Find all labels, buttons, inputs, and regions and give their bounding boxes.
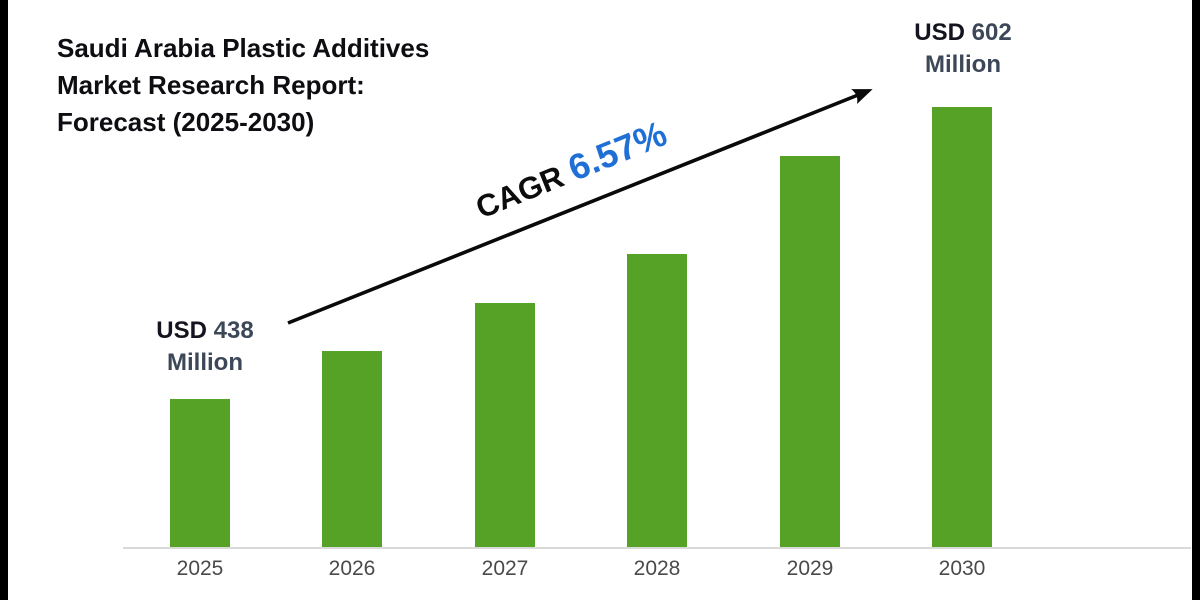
end-value-unit: Million xyxy=(925,51,1001,78)
start-value-unit: Million xyxy=(167,349,243,376)
x-axis-line xyxy=(123,547,1191,549)
start-value-prefix: USD xyxy=(156,317,207,344)
end-value-prefix: USD xyxy=(914,19,965,46)
bar-2028 xyxy=(627,254,687,547)
chart-title: Saudi Arabia Plastic Additives Market Re… xyxy=(57,30,517,141)
cagr-value: 6.57% xyxy=(562,112,673,189)
end-value-number: 602 xyxy=(971,19,1012,46)
bar-2029 xyxy=(780,156,840,547)
start-value-number: 438 xyxy=(213,317,254,344)
left-edge-bar xyxy=(0,0,8,600)
end-value-line: USD 602 xyxy=(914,19,1011,46)
start-value-label: USD 438 Million xyxy=(120,315,290,379)
x-axis-label-2026: 2026 xyxy=(328,557,376,580)
x-axis-label-2027: 2027 xyxy=(481,557,529,580)
chart-title-line-1: Saudi Arabia Plastic Additives xyxy=(57,33,430,63)
cagr-word: CAGR xyxy=(470,158,569,226)
end-value-label: USD 602 Million xyxy=(878,17,1048,81)
chart-title-line-2: Market Research Report: xyxy=(57,70,365,100)
bar-2025 xyxy=(170,399,230,547)
bar-2026 xyxy=(322,351,382,547)
x-axis-label-2025: 2025 xyxy=(176,557,224,580)
chart-title-line-3: Forecast (2025-2030) xyxy=(57,107,315,137)
right-edge-bar xyxy=(1192,0,1200,600)
x-axis-label-2028: 2028 xyxy=(633,557,681,580)
bar-2027 xyxy=(475,303,535,547)
start-value-line: USD 438 xyxy=(156,317,253,344)
bar-2030 xyxy=(932,107,992,547)
x-axis-label-2029: 2029 xyxy=(786,557,834,580)
x-axis-label-2030: 2030 xyxy=(938,557,986,580)
